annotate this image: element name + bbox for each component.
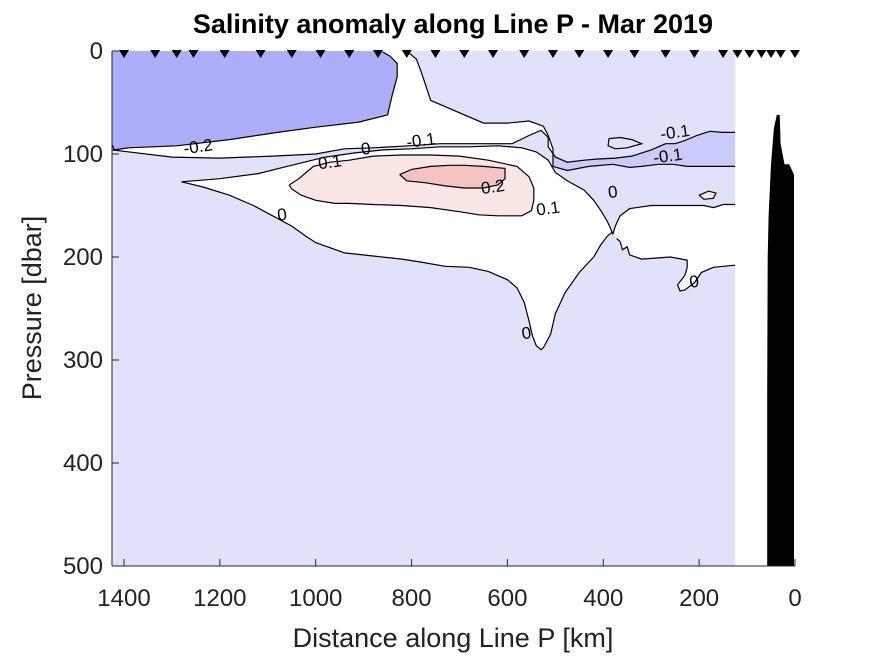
bathymetry-layer [767,114,794,567]
contour-label: 0.1 [317,151,343,173]
station-marker [401,50,412,58]
contour-line-2 [607,136,644,150]
contour-line-0 [111,51,398,151]
station-marker [188,50,199,58]
y-tick-label: 300 [63,347,103,374]
x-tick-label: 800 [392,585,432,612]
contour-label: 0 [520,323,532,343]
contour-line-9 [399,164,506,189]
y-tick-label: 100 [63,141,103,168]
station-marker [150,50,161,58]
contour-line-4 [111,129,666,163]
station-marker [660,50,671,58]
anomaly-region-1 [112,51,398,150]
y-tick-label: 500 [63,553,103,580]
contour-label: -0.1 [405,129,437,152]
station-marker [744,50,755,58]
anomaly-region-7 [699,191,716,200]
y-tick-label: 200 [63,244,103,271]
x-tick-label: 1200 [193,585,246,612]
station-marker [574,50,585,58]
x-axis: 1400 1200 1000 800 600 400 200 0 [97,559,802,612]
station-marker [718,50,729,58]
x-tick-label: 1400 [97,585,150,612]
contour-label: 0.1 [535,198,561,220]
station-marker [459,50,470,58]
contour-label: 0 [360,139,372,159]
station-marker [488,50,499,58]
contour-line-10 [698,190,717,200]
station-marker [430,50,441,58]
contour-line-8 [288,154,535,217]
station-marker [344,50,355,58]
x-tick-label: 0 [788,585,801,612]
y-tick-label: 400 [63,450,103,477]
contour-label: 0 [688,272,700,292]
contour-label: 0 [607,182,619,202]
contour-line-5 [181,145,614,351]
chart-title: Salinity anomaly along Line P - Mar 2019 [193,9,713,39]
station-marker-layer [118,50,800,58]
x-tick-label: 400 [583,585,623,612]
station-marker [118,50,129,58]
y-tick-label: 0 [90,38,103,65]
station-marker [629,50,640,58]
station-marker [766,50,777,58]
station-marker [775,50,786,58]
contour-line-layer [111,50,736,351]
x-tick-label: 600 [487,585,527,612]
bathymetry-shape [767,114,794,567]
anomaly-fill-layer [112,51,736,566]
contour-label: -0.2 [182,135,214,158]
station-marker [603,50,614,58]
x-axis-label: Distance along Line P [km] [293,623,614,653]
contour-line-1 [406,50,736,172]
x-tick-label: 1000 [289,585,342,612]
station-marker [689,50,700,58]
x-tick-label: 200 [679,585,719,612]
y-axis-label: Pressure [dbar] [17,216,47,401]
contour-line-7 [612,203,736,235]
station-marker [732,50,743,58]
station-marker [315,50,326,58]
contour-label: -0.1 [659,121,691,144]
station-marker [255,50,266,58]
contour-label: 0 [276,205,288,225]
station-marker [756,50,767,58]
station-marker [286,50,297,58]
station-marker [373,50,384,58]
contour-line-6 [616,238,736,292]
contour-line-3 [665,130,736,145]
station-marker [219,50,230,58]
station-marker [519,50,530,58]
station-marker [171,50,182,58]
station-marker [790,50,800,58]
station-marker [547,50,558,58]
contour-label: 0.2 [480,176,506,198]
y-axis: 0 100 200 300 400 500 [63,38,119,580]
contour-label: -0.1 [652,145,684,168]
